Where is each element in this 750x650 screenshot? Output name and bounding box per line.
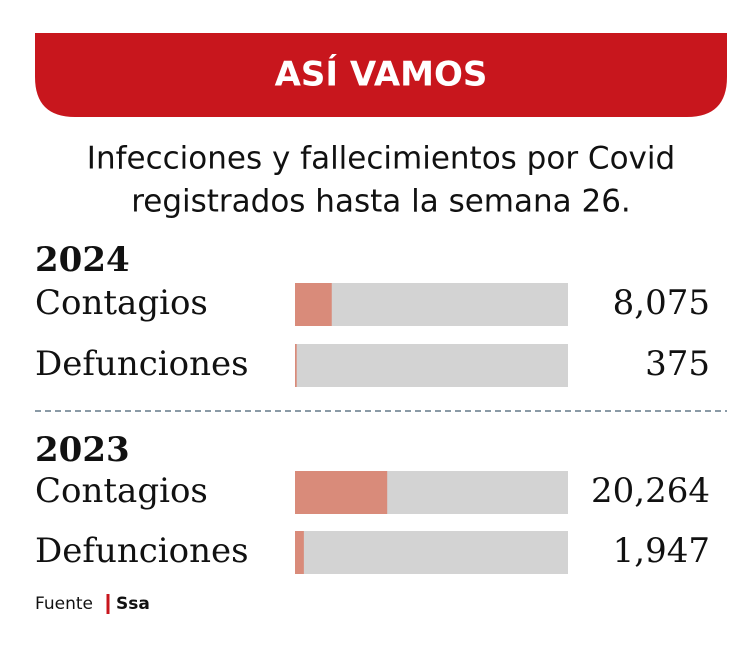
category-label: Contagios <box>35 283 208 323</box>
subtitle: Infecciones y fallecimientos por Covid <box>87 141 675 177</box>
bar <box>295 471 388 514</box>
chart-title: ASÍ VAMOS <box>275 54 488 95</box>
category-label: Defunciones <box>35 344 249 384</box>
source: Ssa <box>116 594 150 614</box>
category-label: Contagios <box>35 471 208 511</box>
bar-track <box>295 344 568 387</box>
value-label: 8,075 <box>613 283 710 323</box>
group-label: 2024 <box>35 240 130 280</box>
title-banner <box>35 33 727 117</box>
group-label: 2023 <box>35 430 130 470</box>
category-label: Defunciones <box>35 531 249 571</box>
bar-track <box>295 531 568 574</box>
bar <box>295 531 304 574</box>
bar <box>295 283 332 326</box>
value-label: 20,264 <box>591 471 710 511</box>
bar-track <box>295 283 568 326</box>
subtitle: registrados hasta la semana 26. <box>131 184 631 220</box>
bar <box>295 344 297 387</box>
source-label: Fuente <box>35 594 93 614</box>
value-label: 375 <box>645 344 710 384</box>
value-label: 1,947 <box>613 531 710 571</box>
